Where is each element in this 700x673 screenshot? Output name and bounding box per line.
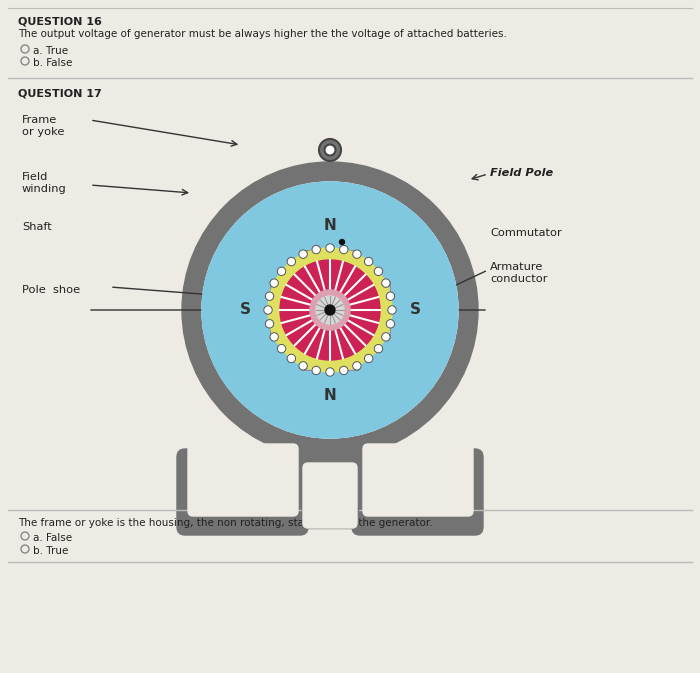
FancyBboxPatch shape	[188, 444, 298, 516]
Text: Field
winding: Field winding	[22, 172, 66, 194]
Circle shape	[312, 246, 321, 254]
Circle shape	[382, 279, 390, 287]
Circle shape	[326, 368, 334, 376]
Circle shape	[340, 246, 348, 254]
Circle shape	[319, 139, 341, 161]
FancyBboxPatch shape	[363, 444, 473, 516]
Text: S: S	[239, 302, 251, 318]
FancyBboxPatch shape	[302, 352, 358, 370]
FancyBboxPatch shape	[185, 510, 475, 528]
Text: Armature
conductor: Armature conductor	[490, 262, 547, 283]
Circle shape	[365, 257, 373, 266]
Circle shape	[374, 267, 383, 275]
Circle shape	[388, 306, 396, 314]
Text: Field Pole: Field Pole	[490, 168, 553, 178]
Circle shape	[386, 292, 395, 300]
Circle shape	[270, 332, 279, 341]
Text: N: N	[323, 388, 337, 402]
Circle shape	[353, 361, 361, 370]
Circle shape	[326, 244, 334, 252]
Circle shape	[265, 292, 274, 300]
FancyBboxPatch shape	[302, 447, 358, 527]
Text: b. True: b. True	[33, 546, 69, 556]
Circle shape	[268, 248, 392, 372]
Text: The frame or yoke is the housing, the non rotating, static part of the generator: The frame or yoke is the housing, the no…	[18, 518, 433, 528]
Circle shape	[386, 320, 395, 328]
FancyBboxPatch shape	[270, 282, 288, 338]
Circle shape	[277, 267, 286, 275]
Circle shape	[280, 260, 380, 360]
Text: Pole  shoe: Pole shoe	[22, 285, 80, 295]
Text: a. True: a. True	[33, 46, 68, 56]
Circle shape	[287, 257, 295, 266]
Circle shape	[312, 366, 321, 375]
Circle shape	[382, 332, 390, 341]
FancyBboxPatch shape	[306, 200, 354, 250]
Text: QUESTION 17: QUESTION 17	[18, 88, 102, 98]
Text: N: N	[323, 217, 337, 232]
Circle shape	[316, 296, 344, 324]
Circle shape	[365, 354, 373, 363]
FancyBboxPatch shape	[390, 286, 440, 334]
Text: Frame
or yoke: Frame or yoke	[22, 115, 64, 137]
Circle shape	[182, 162, 478, 458]
Text: Commutator: Commutator	[490, 228, 561, 238]
Text: The output voltage of generator must be always higher the the voltage of attache: The output voltage of generator must be …	[18, 29, 507, 39]
Circle shape	[353, 250, 361, 258]
Text: a. False: a. False	[33, 533, 72, 543]
Circle shape	[264, 306, 272, 314]
FancyBboxPatch shape	[372, 282, 390, 338]
Circle shape	[287, 354, 295, 363]
Circle shape	[265, 320, 274, 328]
FancyBboxPatch shape	[302, 250, 358, 268]
FancyBboxPatch shape	[303, 463, 357, 528]
Circle shape	[277, 345, 286, 353]
Circle shape	[310, 290, 350, 330]
Circle shape	[325, 305, 335, 315]
Text: b. False: b. False	[33, 58, 72, 68]
FancyBboxPatch shape	[352, 449, 483, 535]
Circle shape	[340, 240, 344, 244]
FancyBboxPatch shape	[302, 458, 358, 513]
Text: Shaft: Shaft	[22, 222, 52, 232]
Circle shape	[270, 279, 279, 287]
Text: QUESTION 16: QUESTION 16	[18, 16, 102, 26]
Text: S: S	[410, 302, 421, 318]
Circle shape	[340, 366, 348, 375]
FancyBboxPatch shape	[220, 286, 270, 334]
Circle shape	[325, 145, 335, 155]
Circle shape	[202, 182, 458, 438]
Circle shape	[299, 250, 307, 258]
Circle shape	[202, 182, 458, 438]
FancyBboxPatch shape	[177, 449, 308, 535]
Circle shape	[299, 361, 307, 370]
FancyBboxPatch shape	[306, 370, 354, 420]
Circle shape	[374, 345, 383, 353]
